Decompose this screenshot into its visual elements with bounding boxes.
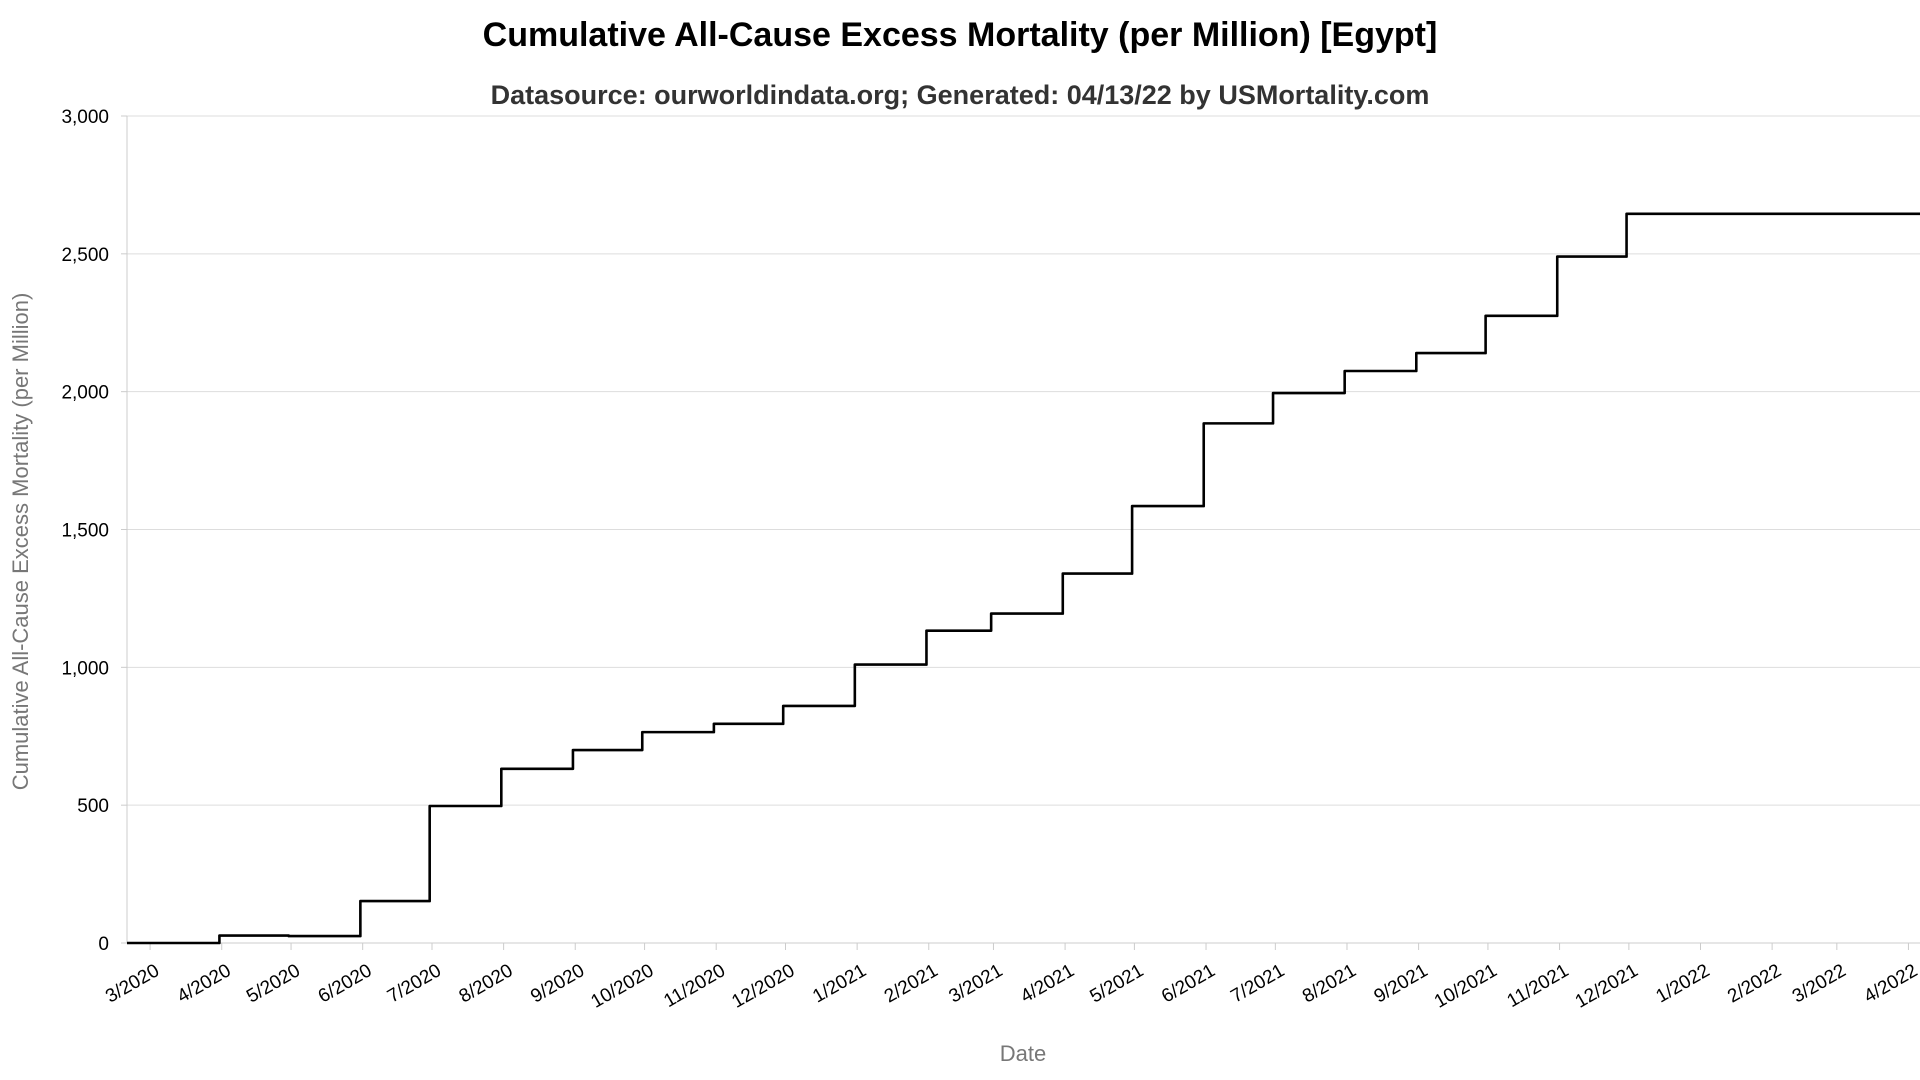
x-axis-title: Date	[1000, 1041, 1046, 1066]
y-tick-label: 2,000	[61, 383, 109, 404]
axes	[121, 115, 1920, 950]
y-axis-title: Cumulative All-Cause Excess Mortality (p…	[8, 293, 33, 791]
x-tick-label: 11/2021	[1504, 960, 1573, 1012]
x-tick-label: 4/2021	[1017, 960, 1078, 1007]
x-tick-label: 6/2020	[315, 960, 376, 1007]
x-tick-label: 3/2021	[946, 960, 1007, 1007]
x-tick-label: 12/2020	[728, 960, 798, 1013]
x-tick-label: 10/2021	[1431, 960, 1501, 1013]
series-layer	[127, 212, 1920, 945]
y-tick-label: 500	[77, 796, 109, 817]
x-tick-label: 5/2020	[243, 960, 304, 1007]
x-tick-label: 4/2022	[1861, 960, 1920, 1007]
x-tick-label: 3/2022	[1789, 960, 1850, 1007]
x-tick-label: 9/2020	[527, 960, 588, 1007]
series-line	[127, 212, 1920, 945]
chart-title: Cumulative All-Cause Excess Mortality (p…	[482, 16, 1438, 54]
x-tick-label: 2/2021	[881, 960, 942, 1007]
y-tick-label: 2,500	[61, 245, 109, 266]
y-tick-label: 1,500	[61, 521, 109, 542]
x-tick-label: 7/2020	[384, 960, 445, 1007]
x-tick-label: 3/2020	[102, 960, 163, 1007]
x-tick-label: 5/2021	[1086, 960, 1147, 1007]
x-tick-label: 8/2020	[456, 960, 517, 1007]
x-tick-label: 2/2022	[1724, 960, 1785, 1007]
x-tick-label: 4/2020	[174, 960, 235, 1007]
x-tick-label: 7/2021	[1227, 960, 1288, 1007]
x-tick-label: 9/2021	[1371, 960, 1432, 1007]
x-tick-label: 1/2022	[1653, 960, 1714, 1007]
y-tick-label: 0	[98, 934, 109, 955]
y-tick-label: 3,000	[61, 107, 109, 128]
x-tick-label: 12/2021	[1572, 960, 1642, 1013]
y-tick-label: 1,000	[61, 658, 109, 679]
x-tick-label: 11/2020	[660, 960, 729, 1012]
x-tick-label: 1/2021	[809, 960, 870, 1007]
x-tick-label: 6/2021	[1158, 960, 1219, 1007]
x-tick-label: 8/2021	[1299, 960, 1360, 1007]
chart-subtitle: Datasource: ourworldindata.org; Generate…	[490, 80, 1430, 110]
gridlines	[127, 115, 1920, 806]
x-tick-label: 10/2020	[587, 960, 657, 1013]
